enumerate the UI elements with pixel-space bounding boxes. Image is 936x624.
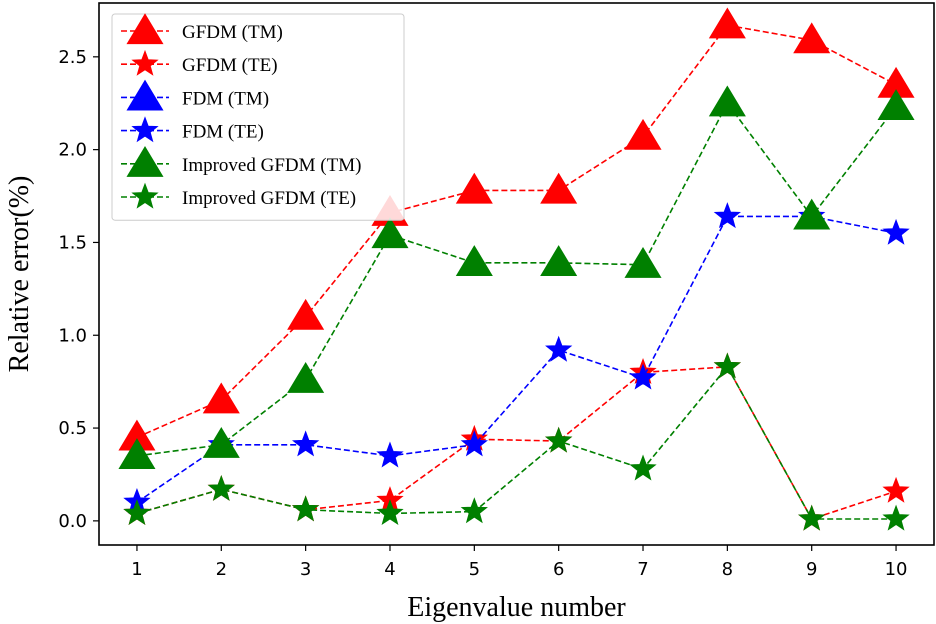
legend-marker <box>131 49 159 76</box>
legend-marker <box>126 13 164 45</box>
legend-label: FDM (TM) <box>182 88 269 109</box>
series-layer <box>118 7 915 531</box>
legend-label: FDM (TE) <box>182 122 264 143</box>
data-point <box>798 504 826 531</box>
x-tick-label: 2 <box>216 559 227 580</box>
y-tick-label: 1.5 <box>58 232 87 253</box>
legend-entry: Improved GFDM (TM) <box>121 146 361 177</box>
legend-marker <box>131 182 159 209</box>
legend-entry: GFDM (TE) <box>121 49 278 76</box>
data-point <box>376 441 404 468</box>
legend-label: GFDM (TM) <box>182 22 283 43</box>
x-tick-label: 6 <box>553 559 564 580</box>
data-point <box>793 22 831 54</box>
data-point <box>287 362 325 393</box>
x-axis: 1 2 3 4 5 6 7 8 9 10 <box>131 545 907 580</box>
data-point <box>793 198 831 230</box>
data-point <box>287 298 325 330</box>
y-tick-label: 2.0 <box>58 140 87 161</box>
data-point <box>376 499 404 526</box>
legend-entry: GFDM (TM) <box>121 13 283 45</box>
data-point <box>292 495 320 522</box>
data-point <box>624 118 662 150</box>
x-tick-label: 8 <box>722 559 733 580</box>
y-tick-label: 0.5 <box>58 418 87 439</box>
data-point <box>455 245 493 276</box>
y-tick-label: 2.5 <box>58 47 87 68</box>
legend-marker <box>126 79 164 111</box>
legend-label: Improved GFDM (TM) <box>182 155 361 176</box>
legend-marker <box>131 116 159 143</box>
x-tick-label: 10 <box>885 559 908 580</box>
data-point <box>202 426 240 458</box>
data-point <box>123 499 151 526</box>
series-0 <box>118 7 915 451</box>
data-point <box>713 352 741 379</box>
data-point <box>713 202 741 229</box>
legend-marker <box>126 146 164 177</box>
series-4 <box>118 85 915 470</box>
data-point <box>540 172 578 204</box>
series-line <box>136 215 897 503</box>
series-line <box>136 365 897 520</box>
data-point <box>882 504 910 531</box>
data-point <box>292 430 320 457</box>
data-point <box>708 85 746 117</box>
legend-entry: Improved GFDM (TE) <box>121 182 356 209</box>
data-point <box>455 172 493 204</box>
data-point <box>629 363 657 390</box>
data-point <box>540 245 578 276</box>
data-point <box>545 335 573 362</box>
x-axis-title: Eigenvalue number <box>407 592 626 623</box>
data-point <box>202 382 240 414</box>
data-point <box>882 218 910 245</box>
legend-label: GFDM (TE) <box>182 55 278 76</box>
x-tick-label: 7 <box>637 559 648 580</box>
plot-frame <box>98 2 935 546</box>
data-point <box>371 217 409 249</box>
legend-label: Improved GFDM (TE) <box>182 188 356 209</box>
legend-entry: FDM (TE) <box>121 116 264 143</box>
y-tick-label: 1.0 <box>58 325 87 346</box>
y-tick-label: 0.0 <box>58 511 87 532</box>
y-axis: 0.0 0.5 1.0 1.5 2.0 2.5 <box>58 47 99 532</box>
legend: GFDM (TM) GFDM (TE) FDM (TM) FDM (TE) Improv… <box>111 13 405 221</box>
data-point <box>118 438 156 470</box>
series-line <box>136 101 897 457</box>
data-point <box>708 7 746 39</box>
x-tick-label: 4 <box>384 559 395 580</box>
data-point <box>460 497 488 524</box>
data-point <box>545 426 573 453</box>
data-point <box>624 246 662 278</box>
series-5 <box>123 352 910 531</box>
data-point <box>460 430 488 457</box>
data-point <box>882 476 910 503</box>
series-3 <box>123 202 910 514</box>
legend-entry: FDM (TM) <box>121 79 269 111</box>
x-tick-label: 5 <box>469 559 480 580</box>
data-point <box>877 89 915 121</box>
y-axis-title: Relative error(%) <box>4 176 35 373</box>
data-point <box>629 454 657 481</box>
x-tick-label: 1 <box>131 559 142 580</box>
x-tick-label: 3 <box>300 559 311 580</box>
data-point <box>207 474 235 501</box>
x-tick-label: 9 <box>806 559 817 580</box>
legend-box <box>111 13 405 221</box>
